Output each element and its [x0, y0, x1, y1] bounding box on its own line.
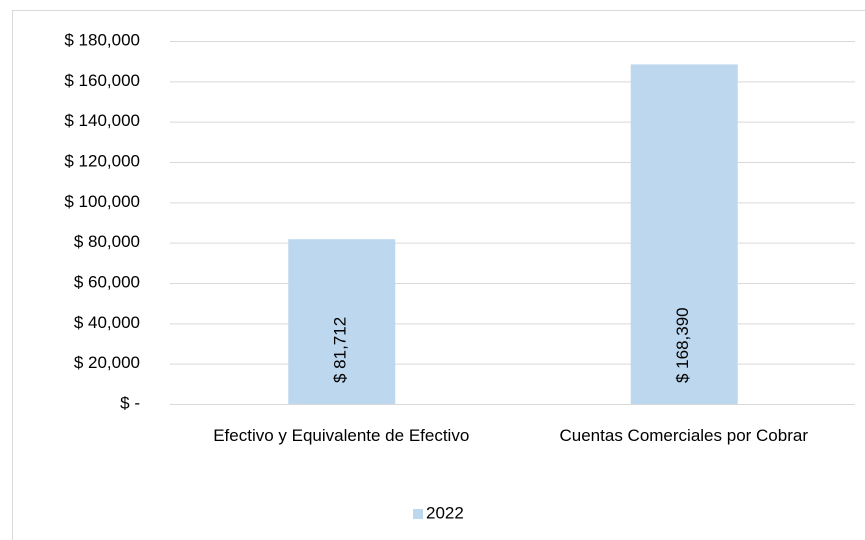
chart-border — [12, 10, 865, 540]
y-tick-label: $ 40,000 — [74, 313, 140, 332]
bar — [288, 239, 396, 404]
value-label: $ 168,390 — [673, 307, 692, 383]
y-tick-label: $ 60,000 — [74, 272, 140, 291]
legend-swatch — [413, 509, 423, 519]
y-tick-label: $ 100,000 — [64, 192, 140, 211]
y-tick-label: $ 120,000 — [64, 151, 140, 170]
legend-label: 2022 — [426, 503, 464, 522]
value-label: $ 81,712 — [331, 317, 350, 383]
y-tick-label: $ 160,000 — [64, 71, 140, 90]
y-tick-label: $ 140,000 — [64, 111, 140, 130]
bar — [630, 64, 738, 404]
y-tick-label: $ - — [120, 393, 140, 412]
y-tick-label: $ 80,000 — [74, 232, 140, 251]
x-tick-label: Efectivo y Equivalente de Efectivo — [213, 426, 470, 445]
x-tick-label: Cuentas Comerciales por Cobrar — [559, 426, 809, 445]
y-tick-label: $ 20,000 — [74, 353, 140, 372]
y-tick-label: $ 180,000 — [64, 30, 140, 49]
